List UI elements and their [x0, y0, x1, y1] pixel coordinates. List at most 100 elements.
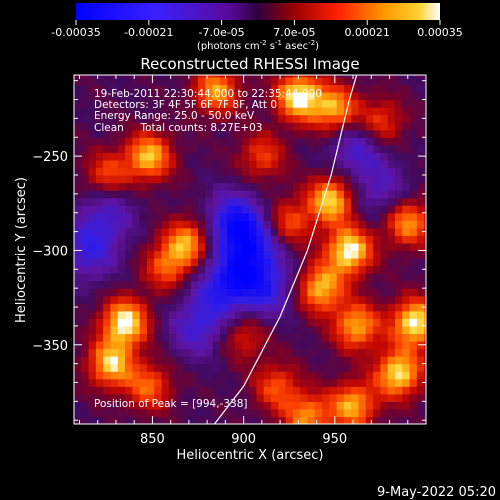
heatmap-cell [168, 107, 177, 116]
heatmap-cell [212, 280, 221, 289]
heatmap-cell [117, 416, 126, 424]
heatmap-cell [168, 333, 177, 342]
heatmap-cell [139, 393, 148, 402]
heatmap-cell [263, 99, 272, 108]
heatmap-cell [146, 393, 155, 402]
heatmap-cell [88, 167, 97, 176]
heatmap-cell [351, 197, 360, 206]
heatmap-cell [358, 295, 367, 304]
heatmap-cell [256, 220, 265, 229]
heatmap-cell [278, 333, 287, 342]
heatmap-cell [300, 250, 309, 259]
heatmap-cell [117, 205, 126, 214]
heatmap-cell [270, 99, 279, 108]
heatmap-cell [74, 348, 82, 357]
heatmap-cell [183, 393, 192, 402]
heatmap-cell [416, 325, 425, 335]
heatmap-cell [292, 363, 301, 372]
heatmap-cell [292, 393, 301, 402]
heatmap-cell [314, 107, 323, 116]
heatmap-cell [146, 378, 155, 387]
heatmap-cell [139, 295, 148, 304]
heatmap-cell [81, 318, 90, 327]
heatmap-cell [409, 212, 418, 221]
heatmap-cell [373, 227, 382, 236]
heatmap-cell [219, 363, 228, 372]
heatmap-cell [234, 205, 243, 214]
heatmap-cell [402, 257, 411, 267]
heatmap-cell [292, 205, 301, 214]
heatmap-cell [146, 167, 155, 176]
heatmap-cell [380, 250, 389, 259]
heatmap-cell [278, 205, 287, 214]
heatmap-cell [190, 107, 199, 116]
heatmap-cell [402, 91, 411, 101]
heatmap-cell [343, 416, 352, 424]
heatmap-cell [198, 416, 206, 424]
heatmap-cell [314, 250, 323, 259]
heatmap-cell [176, 99, 185, 108]
heatmap-cell [88, 235, 97, 244]
heatmap-cell [227, 257, 236, 267]
heatmap-cell [409, 91, 418, 101]
heatmap-cell [416, 107, 425, 116]
heatmap-cell [263, 242, 272, 252]
heatmap-cell [103, 416, 112, 424]
heatmap-cell [292, 378, 301, 387]
heatmap-cell [212, 250, 221, 259]
heatmap-cell [373, 393, 382, 402]
heatmap-cell [161, 137, 170, 146]
heatmap-cell [373, 273, 382, 282]
heatmap-cell [278, 99, 287, 108]
heatmap-cell [168, 348, 177, 357]
heatmap-cell [110, 122, 119, 131]
heatmap-cell [103, 340, 112, 350]
heatmap-cell [154, 227, 163, 236]
heatmap-cell [227, 386, 236, 395]
heatmap-cell [132, 190, 141, 199]
heatmap-cell [270, 356, 279, 365]
heatmap-cell [154, 401, 163, 410]
heatmap-cell [343, 242, 352, 252]
heatmap-cell [394, 280, 403, 289]
heatmap-cell [146, 190, 155, 199]
heatmap-cell [292, 295, 301, 304]
x-axis: 850 900 950 [78, 75, 427, 447]
heatmap-cell [146, 144, 155, 153]
heatmap-cell [358, 235, 367, 244]
heatmap-cell [322, 378, 330, 387]
heatmap-cell [168, 363, 177, 372]
heatmap-cell [103, 393, 112, 402]
heatmap-cell [409, 325, 418, 335]
heatmap-cell [198, 401, 206, 410]
heatmap-cell [117, 257, 126, 267]
heatmap-cell [161, 273, 170, 282]
heatmap-cell [132, 303, 141, 312]
heatmap-cell [176, 416, 185, 424]
heatmap-cell [380, 265, 389, 274]
heatmap-cell [409, 333, 418, 342]
heatmap-cell [314, 114, 323, 123]
heatmap-cell [343, 167, 352, 176]
heatmap-cell [95, 129, 104, 138]
heatmap-cell [314, 190, 323, 199]
heatmap-cell [227, 152, 236, 161]
heatmap-cell [234, 340, 243, 350]
heatmap-cell [256, 152, 265, 161]
heatmap-cell [234, 408, 243, 418]
heatmap-cell [358, 273, 367, 282]
heatmap-cell [176, 129, 185, 138]
heatmap-cell [234, 356, 243, 365]
heatmap-cell [270, 84, 279, 93]
heatmap-cell [373, 144, 382, 153]
heatmap-cell [132, 212, 141, 221]
heatmap-cell [241, 348, 250, 357]
heatmap-cell [183, 220, 192, 229]
heatmap-cell [139, 91, 148, 101]
colorbar-tick-label: 0.00021 [344, 26, 390, 39]
heatmap-cell [227, 416, 236, 424]
heatmap-cell [416, 303, 425, 312]
heatmap-cell [402, 416, 411, 424]
heatmap-cell [227, 318, 236, 327]
heatmap-cell [198, 84, 206, 93]
